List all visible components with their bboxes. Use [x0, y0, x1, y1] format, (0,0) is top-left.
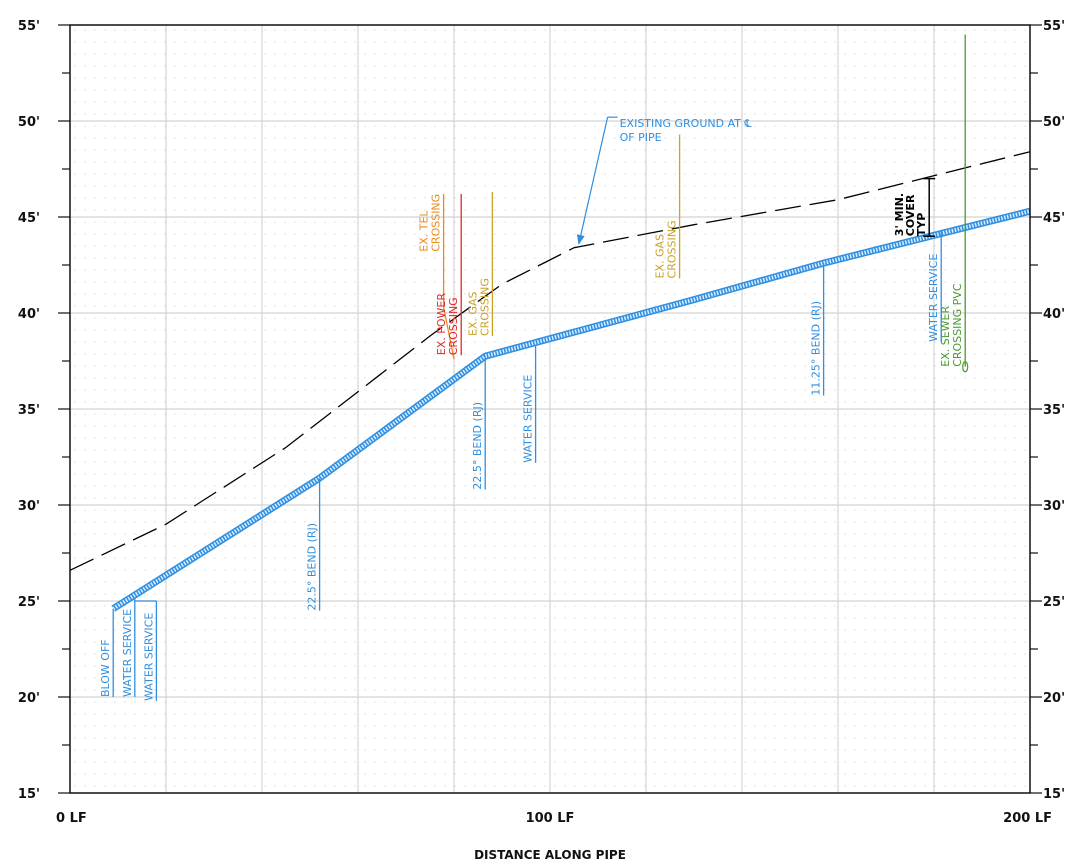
annotation-leader: [442, 193, 455, 360]
x-axis-title: DISTANCE ALONG PIPE: [474, 848, 626, 862]
annotation-label: CROSSING: [430, 194, 443, 252]
axis-ticks: [58, 24, 1042, 794]
annotation-label: CROSSING: [666, 220, 679, 278]
annotation-label: EX. GAS: [466, 292, 479, 337]
annotations-layer: BLOW OFF WATER SERVICE WATER SERVICE 22.5° …: [99, 34, 969, 701]
y-tick-label-right: 30': [1043, 499, 1065, 514]
annotation-label: WATER SERVICE: [522, 375, 535, 463]
y-tick-label-left: 40': [18, 307, 40, 322]
y-tick-label-right: 35': [1043, 403, 1065, 418]
annotation-label: WATER SERVICE: [142, 613, 155, 701]
annotation-label: 11.25° BEND (RJ): [810, 301, 823, 396]
y-tick-label-left: 15': [18, 787, 40, 802]
y-tick-label-right: 55': [1043, 19, 1065, 34]
callout-label: EXISTING GROUND AT ℄: [620, 117, 752, 130]
plot-frame: [69, 24, 1031, 794]
cover-note-label: 3' MIN.: [893, 193, 906, 236]
annotation-label: 22.5° BEND (RJ): [471, 402, 484, 490]
cover-note-label: COVER: [904, 194, 917, 236]
annotation-label: EX. GAS: [654, 234, 667, 279]
series-layer: [69, 151, 1031, 612]
sewer-end-marker: [962, 361, 969, 373]
annotation-label: CROSSING PVC: [951, 283, 964, 367]
y-tick-label-right: 40': [1043, 307, 1065, 322]
cover-note-label: TYP: [915, 213, 928, 237]
axis-labels: 15' 15' 20' 20' 25' 25' 30' 30' 35' 35' 40' 40' 45' 4…: [18, 19, 1065, 826]
y-tick-label-right: 45': [1043, 211, 1065, 226]
annotation-label: EX. SEWER: [939, 306, 952, 367]
y-tick-label-right: 20': [1043, 691, 1065, 706]
y-tick-label-left: 55': [18, 19, 40, 34]
x-tick-label: 100 LF: [526, 811, 575, 826]
x-tick-label: 0 LF: [56, 811, 87, 826]
annotation-label: CROSSING: [447, 297, 460, 355]
y-tick-label-right: 25': [1043, 595, 1065, 610]
existing-ground-line: [69, 151, 1031, 571]
annotation-label: BLOW OFF: [99, 639, 112, 697]
annotation-label: WATER SERVICE: [121, 609, 134, 697]
pipe-inner-fill: [112, 209, 1031, 611]
y-tick-label-left: 45': [18, 211, 40, 226]
y-tick-label-left: 30': [18, 499, 40, 514]
y-tick-label-left: 20': [18, 691, 40, 706]
annotation-label: 22.5° BEND (RJ): [306, 523, 319, 611]
y-tick-label-right: 50': [1043, 115, 1065, 130]
annotation-label: EX. TEL: [418, 210, 431, 252]
y-tick-label-right: 15': [1043, 787, 1065, 802]
annotation-label: CROSSING: [478, 278, 491, 336]
callout-arrow: [576, 117, 609, 245]
x-tick-label: 200 LF: [1003, 811, 1052, 826]
annotation-label: WATER SERVICE: [927, 254, 940, 342]
callout-label: OF PIPE: [620, 131, 662, 144]
annotation-label: EX. POWER: [435, 293, 448, 356]
y-tick-label-left: 35': [18, 403, 40, 418]
grid-lines: [70, 25, 1030, 793]
y-tick-label-left: 25': [18, 595, 40, 610]
y-tick-label-left: 50': [18, 115, 40, 130]
